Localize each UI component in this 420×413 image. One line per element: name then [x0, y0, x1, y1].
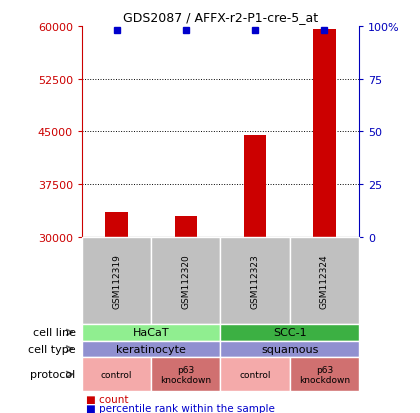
- Text: GSM112323: GSM112323: [251, 254, 260, 308]
- Text: control: control: [239, 370, 271, 379]
- Text: HaCaT: HaCaT: [133, 328, 170, 337]
- Text: GSM112320: GSM112320: [181, 254, 190, 308]
- Text: SCC-1: SCC-1: [273, 328, 307, 337]
- Text: protocol: protocol: [30, 369, 76, 380]
- Text: GSM112319: GSM112319: [112, 254, 121, 308]
- Text: p63
knockdown: p63 knockdown: [160, 365, 211, 384]
- Text: keratinocyte: keratinocyte: [116, 344, 186, 354]
- Text: ■ percentile rank within the sample: ■ percentile rank within the sample: [86, 403, 275, 413]
- Bar: [105, 213, 128, 237]
- Text: control: control: [101, 370, 132, 379]
- Text: p63
knockdown: p63 knockdown: [299, 365, 350, 384]
- Text: cell type: cell type: [28, 344, 76, 354]
- Bar: [313, 30, 336, 237]
- Text: cell line: cell line: [33, 328, 76, 337]
- Text: ■ count: ■ count: [86, 394, 129, 404]
- Title: GDS2087 / AFFX-r2-P1-cre-5_at: GDS2087 / AFFX-r2-P1-cre-5_at: [123, 11, 318, 24]
- Bar: [175, 216, 197, 237]
- Bar: [244, 135, 266, 237]
- Text: squamous: squamous: [261, 344, 318, 354]
- Text: GSM112324: GSM112324: [320, 254, 329, 308]
